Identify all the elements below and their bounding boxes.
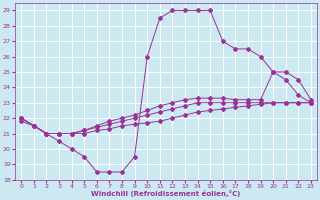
X-axis label: Windchill (Refroidissement éolien,°C): Windchill (Refroidissement éolien,°C) xyxy=(92,190,241,197)
